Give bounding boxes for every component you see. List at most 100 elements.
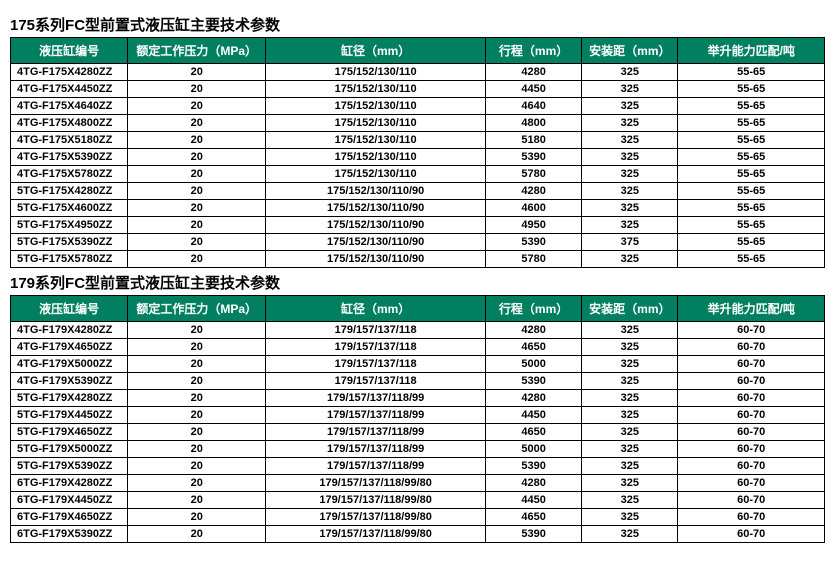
value-cell: 4650 (485, 509, 581, 526)
value-cell: 55-65 (678, 81, 825, 98)
value-cell: 20 (128, 322, 266, 339)
value-cell: 55-65 (678, 166, 825, 183)
table-row: 4TG-F179X4280ZZ20179/157/137/11842803256… (11, 322, 825, 339)
model-cell: 4TG-F179X4280ZZ (11, 322, 128, 339)
table-header-cell: 安装距（mm） (582, 38, 678, 64)
value-cell: 20 (128, 526, 266, 543)
model-cell: 5TG-F175X4950ZZ (11, 217, 128, 234)
value-cell: 5390 (485, 149, 581, 166)
value-cell: 325 (582, 115, 678, 132)
value-cell: 20 (128, 356, 266, 373)
value-cell: 20 (128, 132, 266, 149)
value-cell: 325 (582, 339, 678, 356)
value-cell: 5000 (485, 441, 581, 458)
table-header-cell: 液压缸编号 (11, 38, 128, 64)
value-cell: 5000 (485, 356, 581, 373)
table-row: 4TG-F179X4650ZZ20179/157/137/11846503256… (11, 339, 825, 356)
table-row: 6TG-F179X5390ZZ20179/157/137/118/99/8053… (11, 526, 825, 543)
value-cell: 5390 (485, 234, 581, 251)
value-cell: 325 (582, 373, 678, 390)
value-cell: 325 (582, 441, 678, 458)
model-cell: 5TG-F179X4450ZZ (11, 407, 128, 424)
value-cell: 20 (128, 424, 266, 441)
value-cell: 20 (128, 390, 266, 407)
table-row: 5TG-F175X4950ZZ20175/152/130/110/9049503… (11, 217, 825, 234)
value-cell: 325 (582, 251, 678, 268)
spec-table: 液压缸编号额定工作压力（MPa）缸径（mm）行程（mm）安装距（mm）举升能力匹… (10, 37, 825, 268)
value-cell: 5780 (485, 251, 581, 268)
value-cell: 4650 (485, 339, 581, 356)
value-cell: 179/157/137/118 (266, 373, 486, 390)
value-cell: 4600 (485, 200, 581, 217)
table-row: 4TG-F175X4280ZZ20175/152/130/11042803255… (11, 64, 825, 81)
table-header-cell: 额定工作压力（MPa） (128, 296, 266, 322)
table-header-cell: 缸径（mm） (266, 296, 486, 322)
table-row: 5TG-F179X4650ZZ20179/157/137/118/9946503… (11, 424, 825, 441)
value-cell: 4280 (485, 64, 581, 81)
table-header-cell: 额定工作压力（MPa） (128, 38, 266, 64)
value-cell: 55-65 (678, 98, 825, 115)
value-cell: 179/157/137/118 (266, 339, 486, 356)
model-cell: 4TG-F179X5390ZZ (11, 373, 128, 390)
value-cell: 179/157/137/118/99/80 (266, 526, 486, 543)
value-cell: 375 (582, 234, 678, 251)
value-cell: 325 (582, 183, 678, 200)
value-cell: 4450 (485, 407, 581, 424)
value-cell: 60-70 (678, 509, 825, 526)
value-cell: 325 (582, 64, 678, 81)
value-cell: 175/152/130/110 (266, 149, 486, 166)
value-cell: 325 (582, 509, 678, 526)
value-cell: 60-70 (678, 407, 825, 424)
model-cell: 5TG-F175X5390ZZ (11, 234, 128, 251)
value-cell: 20 (128, 115, 266, 132)
value-cell: 179/157/137/118/99/80 (266, 475, 486, 492)
model-cell: 6TG-F179X5390ZZ (11, 526, 128, 543)
value-cell: 325 (582, 200, 678, 217)
value-cell: 60-70 (678, 390, 825, 407)
model-cell: 4TG-F175X4640ZZ (11, 98, 128, 115)
value-cell: 20 (128, 200, 266, 217)
value-cell: 175/152/130/110/90 (266, 251, 486, 268)
value-cell: 20 (128, 492, 266, 509)
model-cell: 6TG-F179X4650ZZ (11, 509, 128, 526)
value-cell: 4280 (485, 322, 581, 339)
value-cell: 179/157/137/118/99 (266, 458, 486, 475)
value-cell: 175/152/130/110 (266, 166, 486, 183)
value-cell: 325 (582, 166, 678, 183)
model-cell: 4TG-F179X4650ZZ (11, 339, 128, 356)
value-cell: 60-70 (678, 441, 825, 458)
value-cell: 175/152/130/110/90 (266, 217, 486, 234)
value-cell: 325 (582, 526, 678, 543)
spec-table: 液压缸编号额定工作压力（MPa）缸径（mm）行程（mm）安装距（mm）举升能力匹… (10, 295, 825, 543)
value-cell: 325 (582, 322, 678, 339)
value-cell: 325 (582, 390, 678, 407)
model-cell: 4TG-F179X5000ZZ (11, 356, 128, 373)
value-cell: 20 (128, 234, 266, 251)
value-cell: 60-70 (678, 373, 825, 390)
table-header-row: 液压缸编号额定工作压力（MPa）缸径（mm）行程（mm）安装距（mm）举升能力匹… (11, 38, 825, 64)
value-cell: 179/157/137/118 (266, 322, 486, 339)
model-cell: 6TG-F179X4280ZZ (11, 475, 128, 492)
table-header-cell: 举升能力匹配/吨 (678, 296, 825, 322)
value-cell: 5390 (485, 458, 581, 475)
value-cell: 175/152/130/110/90 (266, 234, 486, 251)
model-cell: 5TG-F175X5780ZZ (11, 251, 128, 268)
value-cell: 175/152/130/110 (266, 81, 486, 98)
table-row: 4TG-F175X5390ZZ20175/152/130/11053903255… (11, 149, 825, 166)
value-cell: 4650 (485, 424, 581, 441)
value-cell: 55-65 (678, 251, 825, 268)
value-cell: 5390 (485, 373, 581, 390)
model-cell: 5TG-F179X4650ZZ (11, 424, 128, 441)
value-cell: 55-65 (678, 132, 825, 149)
value-cell: 179/157/137/118/99 (266, 390, 486, 407)
value-cell: 60-70 (678, 458, 825, 475)
value-cell: 325 (582, 81, 678, 98)
model-cell: 5TG-F179X4280ZZ (11, 390, 128, 407)
table-row: 4TG-F179X5390ZZ20179/157/137/11853903256… (11, 373, 825, 390)
value-cell: 325 (582, 475, 678, 492)
value-cell: 60-70 (678, 424, 825, 441)
value-cell: 179/157/137/118/99 (266, 407, 486, 424)
section-title: 175系列FC型前置式液压缸主要技术参数 (10, 14, 825, 35)
value-cell: 179/157/137/118/99/80 (266, 492, 486, 509)
value-cell: 325 (582, 132, 678, 149)
